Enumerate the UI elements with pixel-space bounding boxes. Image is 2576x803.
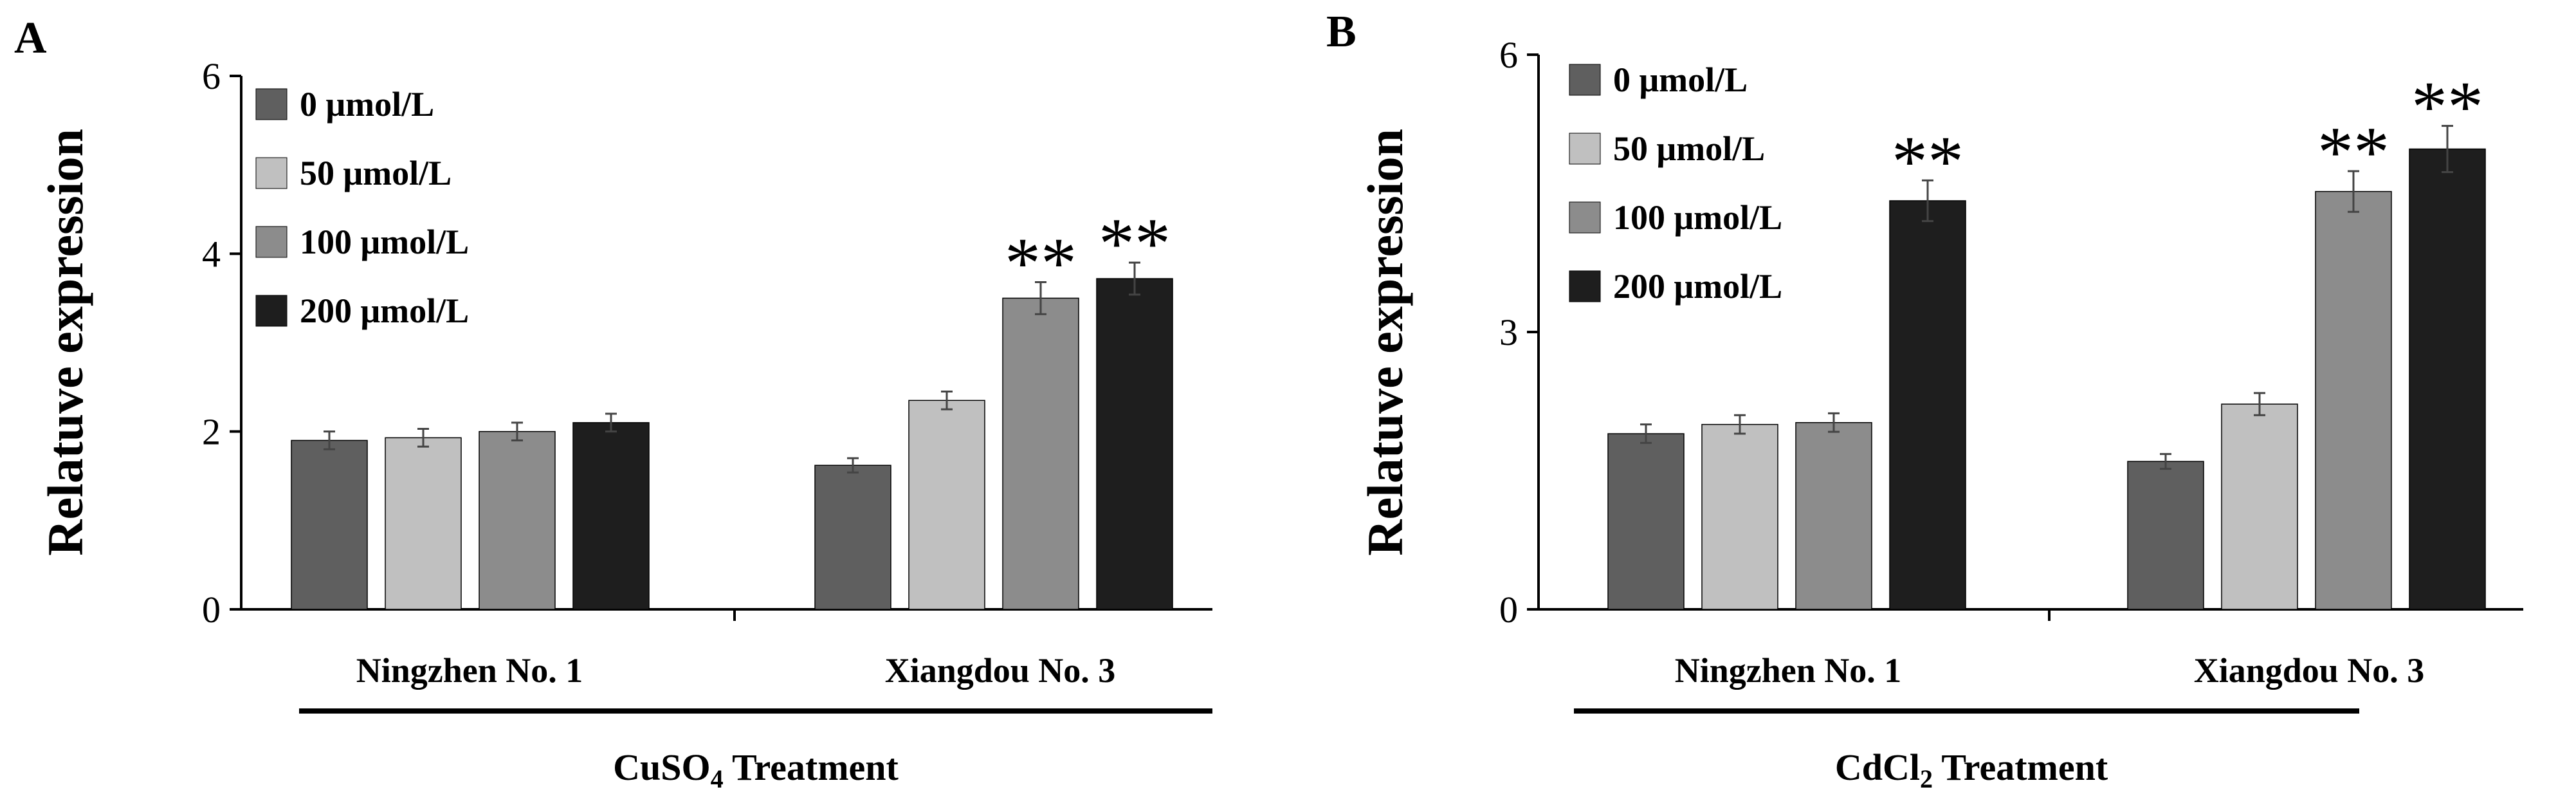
- y-tick-label: 0: [1499, 589, 1518, 631]
- legend-label: 0 μmol/L: [300, 85, 434, 124]
- legend-swatch: [255, 295, 288, 327]
- y-tick-label: 6: [202, 55, 221, 97]
- bar: [908, 400, 985, 610]
- significance-label: **: [1005, 224, 1077, 304]
- bar: [572, 422, 650, 610]
- x-tick-label: Xiangdou No. 3: [885, 651, 1116, 690]
- bar: [1607, 433, 1685, 610]
- legend-swatch: [255, 226, 288, 258]
- legend-label: 50 μmol/L: [300, 154, 452, 192]
- legend-swatch: [1569, 201, 1601, 234]
- bar: [2409, 148, 2486, 610]
- legend-swatch: [1569, 133, 1601, 165]
- y-tick-label: 6: [1499, 34, 1518, 76]
- panel-a: A 0 2 4 6 Relatuve expression ** ** Ningzhen No.…: [14, 14, 1212, 793]
- significance-label: **: [1099, 204, 1171, 284]
- significance-label: **: [1892, 122, 1964, 201]
- legend-label: 100 μmol/L: [300, 223, 469, 261]
- y-tick-label: 0: [202, 589, 221, 631]
- legend-swatch: [1569, 270, 1601, 302]
- legend-label: 200 μmol/L: [1613, 267, 1782, 306]
- treatment-label: CuSO4 Treatment: [613, 746, 899, 793]
- panel-label: B: [1326, 7, 1357, 57]
- legend-swatch: [255, 157, 288, 189]
- x-tick-label: Ningzhen No. 1: [356, 651, 583, 690]
- y-tick-label: 4: [202, 233, 221, 275]
- bar: [385, 437, 462, 610]
- bar: [1002, 297, 1079, 610]
- y-tick-label: 2: [202, 411, 221, 453]
- bar: [1889, 200, 1966, 610]
- legend-label: 200 μmol/L: [300, 291, 469, 330]
- legend-swatch: [1569, 64, 1601, 96]
- treatment-label: CdCl2 Treatment: [1835, 746, 2108, 793]
- bar: [1701, 423, 1778, 610]
- bar: [1795, 422, 1872, 610]
- panel-b: B 0 3 6 Relatuve expression ** ** ** Ningzhen No…: [1326, 7, 2523, 793]
- legend-label: 100 μmol/L: [1613, 198, 1782, 237]
- bar: [814, 465, 891, 610]
- x-tick-label: Xiangdou No. 3: [2194, 651, 2425, 690]
- legend-swatch: [255, 88, 288, 120]
- bar: [291, 439, 368, 610]
- panel-label: A: [14, 14, 47, 63]
- significance-label: **: [2411, 68, 2483, 147]
- y-tick-label: 3: [1499, 311, 1518, 353]
- x-tick-label: Ningzhen No. 1: [1675, 651, 1902, 690]
- bar: [2127, 461, 2204, 610]
- bar: [2221, 403, 2298, 610]
- legend-label: 0 μmol/L: [1613, 60, 1748, 99]
- y-axis-label: Relatuve expression: [1357, 129, 1413, 556]
- y-axis-label: Relatuve expression: [37, 129, 93, 556]
- significance-label: **: [2317, 113, 2389, 192]
- bar: [2315, 190, 2392, 610]
- legend-label: 50 μmol/L: [1613, 129, 1765, 168]
- bar: [1096, 278, 1173, 610]
- bar: [479, 430, 556, 610]
